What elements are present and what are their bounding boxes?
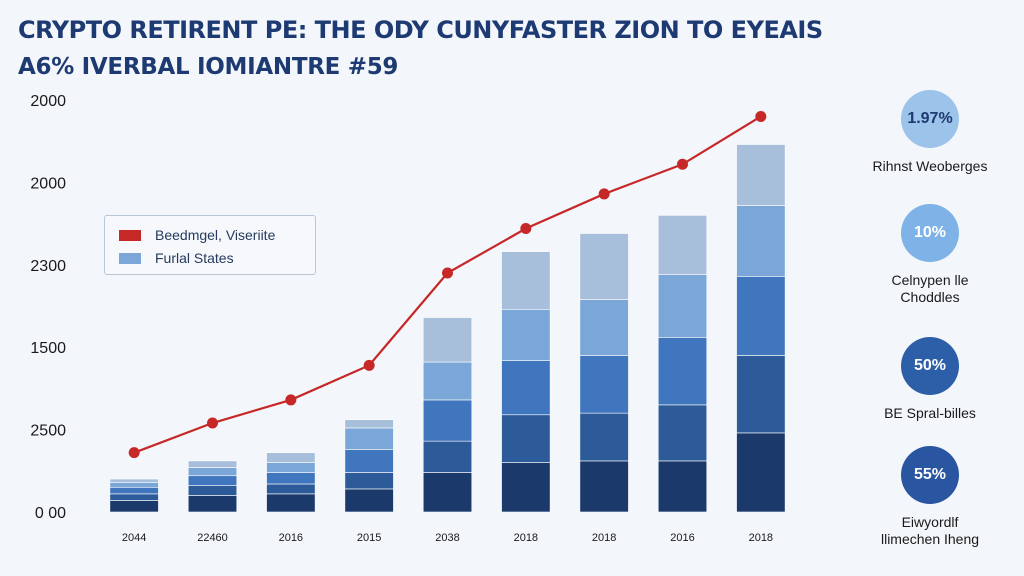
x-tick-label: 22460 (197, 532, 228, 544)
bar-segment (109, 482, 159, 488)
bar-segment (736, 144, 786, 206)
stat-card: 1.97% Rihnst Weoberges (860, 90, 1000, 175)
bar-series (109, 144, 786, 513)
bar-segment (187, 475, 238, 486)
line-point (520, 223, 532, 235)
bar-segment (109, 500, 159, 513)
line-point (128, 447, 140, 459)
legend-item: Beedmgel, Viseriite (119, 227, 275, 243)
y-tick-label: 2300 (30, 258, 66, 275)
stat-label: Eiwyordlf llimechen Iheng (880, 514, 980, 547)
bar-segment (266, 483, 316, 495)
bar-segment (736, 355, 786, 434)
bar-segment (344, 419, 394, 429)
line-point (755, 110, 767, 122)
legend-item: Furlal States (119, 250, 234, 266)
bar-segment (422, 440, 473, 473)
bar-segment (344, 427, 394, 450)
bar-segment (422, 317, 473, 363)
bar-segment (266, 452, 316, 463)
bar-segment (657, 274, 708, 338)
bar-segment (501, 414, 551, 463)
legend-swatch (119, 252, 141, 264)
x-axis: 2044 22460 2016 2015 2038 2018 2018 2016 2018 (122, 532, 773, 544)
x-tick-label: 2018 (749, 532, 773, 544)
bar-segment (579, 460, 629, 513)
bar-segment (501, 462, 551, 513)
line-point (442, 267, 453, 279)
bar-segment (266, 462, 316, 473)
bar-segment (187, 495, 238, 513)
line-point (207, 417, 218, 429)
legend-label: Furlal States (155, 250, 234, 266)
bar-segment (501, 251, 551, 310)
bar-segment (422, 399, 473, 442)
bar-segment (187, 460, 238, 468)
bar-segment (109, 478, 159, 483)
bar-segment (422, 472, 473, 513)
x-tick-label: 2016 (279, 532, 303, 544)
y-tick-label: 1500 (30, 340, 66, 357)
x-tick-label: 2018 (514, 532, 538, 544)
line-point (677, 158, 688, 170)
bar-segment (187, 485, 238, 496)
bar-segment (657, 404, 708, 462)
y-tick-label: 0 00 (35, 505, 66, 522)
bar-segment (344, 449, 394, 473)
y-axis: 0 00 2500 1500 2300 2000 2000 (30, 93, 66, 522)
bar-segment (579, 355, 629, 414)
stat-label: Rihnst Weoberges (872, 158, 988, 174)
bar-segment (344, 472, 394, 490)
bar-segment (266, 472, 316, 485)
y-tick-label: 2000 (30, 93, 66, 110)
stat-circle: 10% (901, 204, 959, 262)
line-point (285, 394, 297, 406)
bar-segment (344, 488, 394, 513)
chart-title: CRYPTO RETIRENT PE: THE ODY CUNYFASTER Z… (18, 16, 838, 80)
bar-segment (501, 360, 551, 416)
bar-segment (109, 493, 159, 501)
title-line-1: CRYPTO RETIRENT PE: THE ODY CUNYFASTER Z… (18, 16, 823, 44)
x-tick-label: 2038 (435, 532, 459, 544)
x-tick-label: 2015 (357, 532, 381, 544)
bar-segment (736, 276, 786, 356)
legend-label: Beedmgel, Viseriite (155, 227, 276, 243)
y-tick-label: 2500 (30, 423, 66, 440)
y-tick-label: 2000 (30, 175, 66, 192)
line-point (598, 188, 610, 200)
bar-segment (422, 361, 473, 401)
stat-circle: 55% (901, 446, 959, 504)
bar-segment (501, 308, 551, 361)
stat-card: 10% Celnypen lle Choddles (860, 204, 1000, 306)
stat-card: 55% Eiwyordlf llimechen Iheng (860, 446, 1000, 548)
stat-label: BE Spral-billes (884, 405, 976, 421)
bar-segment (579, 412, 629, 462)
x-tick-label: 2018 (592, 532, 616, 544)
bar-segment (657, 337, 708, 406)
stat-label: Celnypen lle Choddles (891, 272, 969, 305)
bar-segment (657, 215, 708, 275)
stat-circle: 50% (901, 337, 959, 395)
line-point (363, 359, 375, 371)
bar-segment (736, 432, 786, 513)
x-tick-label: 2044 (122, 532, 146, 544)
bar-segment (266, 493, 316, 513)
legend-swatch (119, 229, 141, 241)
bar-segment (187, 467, 238, 477)
bar-segment (736, 205, 786, 277)
stat-card: 50% BE Spral-billes (860, 337, 1000, 422)
bar-segment (579, 299, 629, 356)
chart-legend: Beedmgel, Viseriite Furlal States (104, 215, 316, 275)
bar-segment (109, 486, 159, 495)
line-series (128, 110, 767, 459)
x-tick-label: 2016 (670, 532, 694, 544)
title-line-2: A6% IVERBAL IOMIANTRE #59 (18, 54, 399, 80)
bar-segment (579, 233, 629, 300)
bar-segment (657, 460, 708, 513)
stat-circle: 1.97% (901, 90, 959, 148)
